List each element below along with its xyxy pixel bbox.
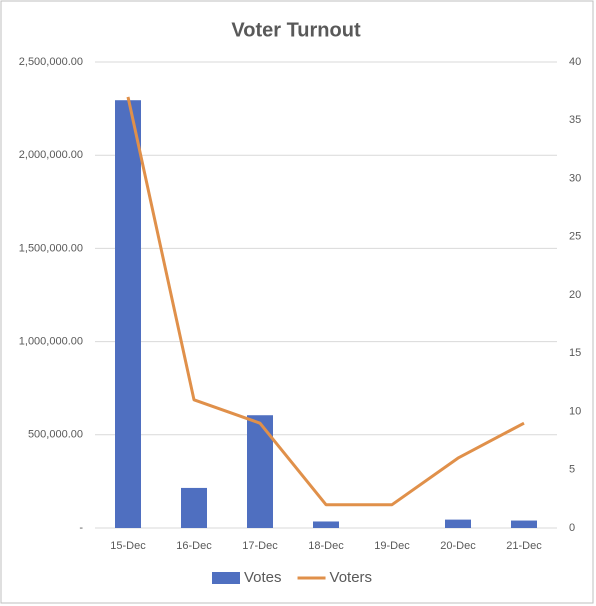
x-tick-label: 19-Dec: [374, 540, 410, 552]
y2-tick-label: 35: [569, 114, 581, 126]
y-tick-label: 1,500,000.00: [19, 242, 83, 254]
y-tick-label: -: [79, 522, 83, 534]
y2-tick-label: 5: [569, 464, 575, 476]
y-tick-label: 2,000,000.00: [19, 149, 83, 161]
y2-tick-label: 15: [569, 347, 581, 359]
y2-tick-label: 10: [569, 405, 581, 417]
bar: [181, 487, 207, 528]
y-tick-label: 500,000.00: [28, 429, 83, 441]
y2-tick-label: 0: [569, 522, 575, 534]
x-tick-label: 15-Dec: [110, 540, 146, 552]
y-tick-label: 2,500,000.00: [19, 56, 83, 68]
legend-label: Votes: [244, 569, 282, 586]
chart-title: Voter Turnout: [231, 19, 361, 41]
y2-tick-label: 25: [569, 231, 581, 243]
legend-swatch: [212, 572, 240, 584]
legend-label: Voters: [330, 569, 373, 586]
y-tick-label: 1,000,000.00: [19, 336, 83, 348]
y2-tick-label: 30: [569, 172, 581, 184]
y2-tick-label: 20: [569, 289, 581, 301]
bar: [313, 521, 339, 528]
x-tick-label: 16-Dec: [176, 540, 212, 552]
x-tick-label: 21-Dec: [506, 540, 542, 552]
bar: [115, 100, 141, 528]
bar: [511, 520, 537, 528]
line: [126, 96, 525, 507]
x-tick-label: 17-Dec: [242, 540, 278, 552]
x-tick-label: 20-Dec: [440, 540, 476, 552]
bar: [445, 519, 471, 528]
y2-tick-label: 40: [569, 56, 581, 68]
x-tick-label: 18-Dec: [308, 540, 344, 552]
